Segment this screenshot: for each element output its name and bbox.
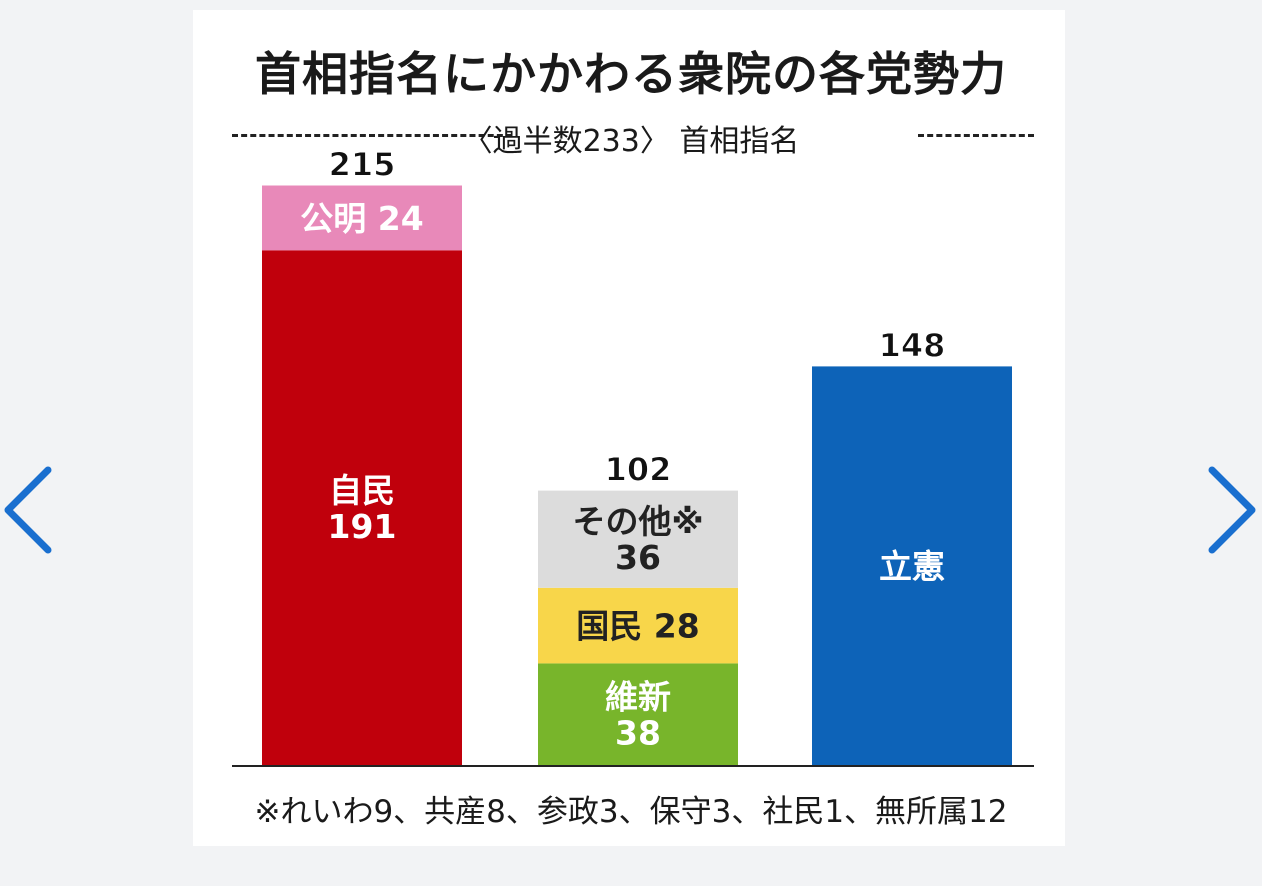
bar-segment <box>262 185 462 251</box>
segment-label: 38 <box>615 714 661 753</box>
bar-total-label: 148 <box>879 326 946 364</box>
chevron-left-icon <box>4 466 52 554</box>
chart-title: 首相指名にかかわる衆院の各党勢力 <box>255 47 1007 101</box>
segment-label: 維新 <box>605 678 671 717</box>
bar-total-label: 102 <box>605 451 672 489</box>
chart-footnote: ※れいわ9、共産8、参政3、保守3、社民1、無所属12 <box>254 794 1008 830</box>
majority-line-right <box>918 134 1034 137</box>
bar-segment <box>812 366 1012 766</box>
segment-label: 自民 <box>329 471 395 510</box>
chevron-right-icon <box>1208 466 1256 554</box>
bar-segment <box>262 250 462 767</box>
segment-label: その他※ <box>572 502 703 541</box>
bar-segment <box>538 663 738 766</box>
bar-segment <box>538 587 738 664</box>
bar-segment <box>538 490 738 588</box>
segment-label: 立憲 <box>879 547 945 586</box>
segment-label: 191 <box>328 507 397 546</box>
segment-label: 国民 28 <box>576 607 699 646</box>
segment-label: 公明 24 <box>300 199 423 238</box>
majority-line-left <box>232 134 512 137</box>
chart-subtitle: 〈過半数233〉 首相指名 <box>462 124 800 159</box>
bar-total-label: 215 <box>329 146 396 184</box>
previous-button[interactable] <box>0 462 60 558</box>
segment-label: 36 <box>615 538 661 577</box>
next-button[interactable] <box>1200 462 1260 558</box>
